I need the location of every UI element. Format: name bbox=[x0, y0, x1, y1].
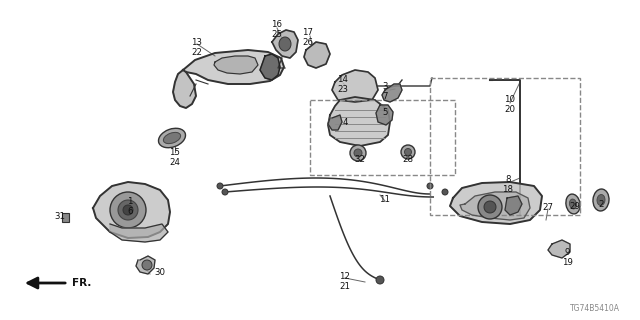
Circle shape bbox=[217, 183, 223, 189]
Circle shape bbox=[110, 192, 146, 228]
Text: 16
25: 16 25 bbox=[271, 20, 282, 39]
Text: 29: 29 bbox=[570, 202, 580, 211]
Polygon shape bbox=[272, 30, 298, 58]
Text: 13
22: 13 22 bbox=[191, 38, 202, 57]
Polygon shape bbox=[450, 182, 542, 224]
Text: 31: 31 bbox=[54, 212, 65, 221]
Text: 8
18: 8 18 bbox=[502, 175, 513, 194]
Bar bbox=[430, 78, 580, 215]
Polygon shape bbox=[136, 256, 155, 274]
Bar bbox=[62, 213, 69, 222]
Bar bbox=[310, 100, 455, 175]
Circle shape bbox=[142, 260, 152, 270]
Polygon shape bbox=[328, 97, 390, 146]
Polygon shape bbox=[260, 54, 280, 80]
Text: 28: 28 bbox=[403, 155, 413, 164]
Text: 27: 27 bbox=[543, 203, 554, 212]
Ellipse shape bbox=[570, 199, 577, 209]
Ellipse shape bbox=[279, 37, 291, 51]
Circle shape bbox=[484, 201, 496, 213]
Ellipse shape bbox=[597, 195, 605, 205]
Text: 10
20: 10 20 bbox=[504, 95, 515, 114]
Polygon shape bbox=[110, 224, 168, 242]
Text: 5: 5 bbox=[382, 108, 388, 117]
Polygon shape bbox=[505, 196, 522, 215]
Polygon shape bbox=[214, 56, 258, 74]
Circle shape bbox=[427, 183, 433, 189]
Polygon shape bbox=[328, 115, 342, 130]
Circle shape bbox=[478, 195, 502, 219]
Circle shape bbox=[123, 205, 133, 215]
Text: 2: 2 bbox=[598, 200, 604, 209]
Polygon shape bbox=[173, 70, 196, 108]
Polygon shape bbox=[332, 70, 378, 102]
Ellipse shape bbox=[159, 128, 186, 148]
Text: 4: 4 bbox=[342, 118, 348, 127]
Polygon shape bbox=[376, 105, 393, 125]
Text: 14
23: 14 23 bbox=[337, 75, 349, 94]
Text: 30: 30 bbox=[154, 268, 166, 277]
Text: TG74B5410A: TG74B5410A bbox=[570, 304, 620, 313]
Circle shape bbox=[354, 149, 362, 157]
Circle shape bbox=[404, 148, 412, 156]
Text: 15
24: 15 24 bbox=[170, 148, 180, 167]
Text: 12
21: 12 21 bbox=[339, 272, 351, 291]
Text: 1
6: 1 6 bbox=[127, 197, 132, 216]
Text: 32: 32 bbox=[355, 155, 365, 164]
Ellipse shape bbox=[593, 189, 609, 211]
Circle shape bbox=[350, 145, 366, 161]
Circle shape bbox=[118, 200, 138, 220]
Text: 3
7: 3 7 bbox=[382, 82, 388, 101]
Polygon shape bbox=[548, 240, 570, 258]
Ellipse shape bbox=[566, 194, 580, 214]
Polygon shape bbox=[382, 84, 402, 102]
Circle shape bbox=[222, 189, 228, 195]
Circle shape bbox=[401, 145, 415, 159]
Text: FR.: FR. bbox=[72, 278, 92, 288]
Polygon shape bbox=[304, 42, 330, 68]
Polygon shape bbox=[460, 192, 530, 220]
Text: 17
26: 17 26 bbox=[303, 28, 314, 47]
Text: 11: 11 bbox=[380, 195, 390, 204]
Ellipse shape bbox=[163, 132, 180, 144]
Circle shape bbox=[442, 189, 448, 195]
Circle shape bbox=[376, 276, 384, 284]
Polygon shape bbox=[93, 182, 170, 238]
Text: 9
19: 9 19 bbox=[561, 248, 572, 267]
Polygon shape bbox=[183, 50, 284, 84]
